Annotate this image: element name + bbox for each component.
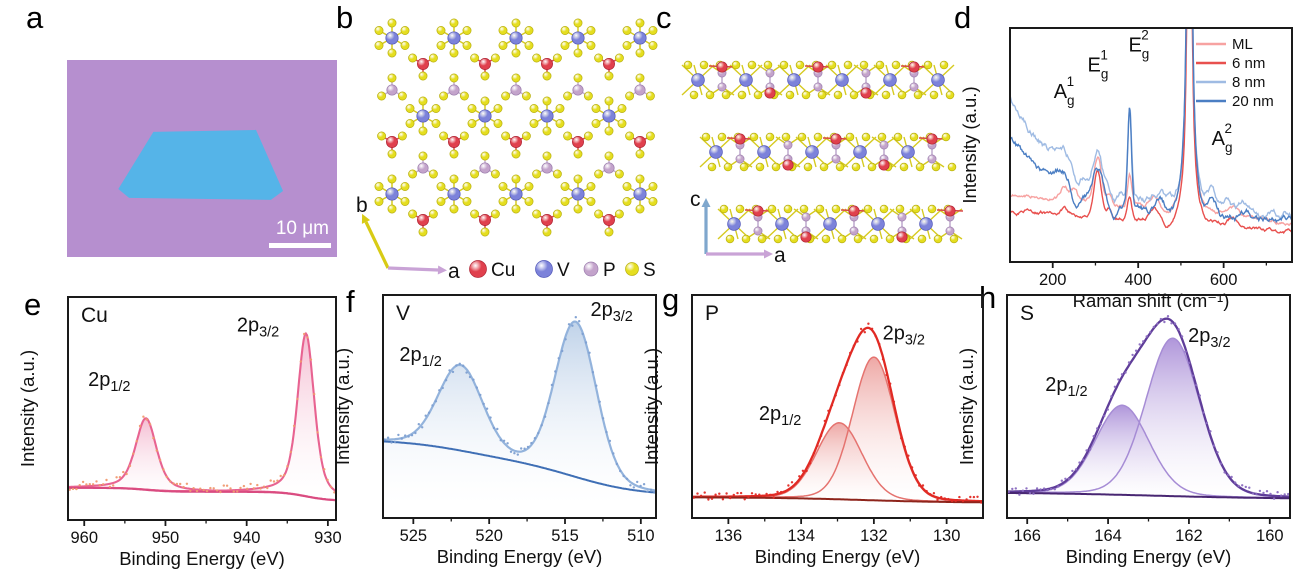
peak-fills [692,357,983,503]
panel-label-a: a [26,0,44,35]
panel-label-f: f [346,284,355,319]
envelope-curve [383,320,657,492]
panel-label-b: b [336,0,354,35]
legend-label: 8 nm [1232,74,1265,91]
legend-label: 20 nm [1232,93,1274,110]
atoms [374,18,658,237]
xps-v-chart: 525 520 515 510 Binding Energy (eV) Intensity… [332,294,657,567]
x-tick-label: 515 [551,527,579,545]
element-label: P [705,302,719,325]
raman-series-8nm [1010,28,1292,221]
x-tick-label: 132 [860,527,888,545]
raw-data-dots [383,316,656,494]
x-tick-label: 525 [400,527,428,545]
scale-bar [269,243,331,248]
crystal-structure-top-view: b a Cu V P S [356,18,658,283]
peak-fills [1007,338,1290,499]
background-curve [68,486,336,502]
atoms [701,132,957,172]
legend-label: ML [1232,36,1253,53]
peak-label: 2p3/2 [883,323,925,349]
mode-label: Eg2 [1128,27,1149,61]
atom-legend-label-S: S [643,260,656,281]
x-tick-label: 940 [233,529,261,547]
atoms [683,60,955,100]
peak-label: 2p3/2 [237,315,279,341]
x-axis-label: Binding Energy (eV) [119,548,285,569]
y-axis-label: Intensity (a.u.) [956,348,977,465]
raman-curves [1010,28,1292,235]
peak-label: 2p1/2 [1045,374,1087,400]
x-tick-label: 400 [1124,271,1152,289]
optical-micrograph: 10 μm [67,60,337,257]
crystal-structure-side-view: ca [681,60,964,267]
peak-fills [383,321,656,505]
x-tick-label: 200 [1039,271,1067,289]
envelope-curve [1006,317,1290,498]
raman-series-ML [1010,28,1292,227]
x-tick-label: 960 [70,529,98,547]
xps-s-chart: 166 164 162 160 Binding Energy (eV) Intensity… [956,294,1291,567]
background-curve [692,496,983,504]
peak-label: 2p3/2 [590,299,632,325]
x-tick-label: 136 [715,527,743,545]
scale-bar-label: 10 μm [275,218,329,239]
atom-legend-label-Cu: Cu [491,260,515,281]
envelope-curve [692,326,984,503]
atom-legend-label-V: V [557,260,570,281]
raw-data-dots [68,332,336,494]
y-axis-label: Intensity (a.u.) [641,348,662,465]
atom-legend-label-P: P [603,260,616,281]
c-axis-label: c [690,188,701,211]
y-axis-label: Intensity (a.u.) [17,350,38,467]
legend-label: 6 nm [1232,55,1265,72]
peak-label: 2p1/2 [399,344,441,370]
mode-label: Ag2 [1212,121,1233,155]
background-curve [1007,492,1291,500]
x-tick-label: 510 [627,527,655,545]
a-axis-label: a [774,244,786,267]
panel-label-e: e [24,287,42,322]
xps-cu-chart: 960 950 940 930 Binding Energy (eV) Intensity… [17,296,342,569]
peak-label: 2p1/2 [88,369,130,395]
mode-label: Ag1 [1054,74,1075,108]
x-tick-label: 160 [1256,527,1284,545]
y-axis-label: Intensity (a.u.) [332,348,353,465]
x-tick-label: 950 [152,529,180,547]
panel-label-g: g [662,282,680,317]
element-label: V [396,302,410,325]
panel-label-d: d [954,0,972,35]
a-axis-label: a [448,260,460,283]
raman-series-20nm [1010,28,1292,224]
x-tick-label: 162 [1175,527,1203,545]
atoms [719,204,959,244]
raw-data-dots [692,322,983,504]
xps-p-chart: 136 134 132 130 Binding Energy (eV) Intensity… [641,294,984,567]
mode-label: Eg1 [1088,47,1109,81]
x-axis-label: Binding Energy (eV) [437,546,603,567]
peak-label: 2p1/2 [759,403,801,429]
x-tick-label: 130 [933,527,961,545]
x-axis-label: Binding Energy (eV) [755,546,921,567]
x-tick-label: 164 [1094,527,1122,545]
y-axis-label: Intensity (a.u.) [959,86,980,203]
x-tick-label: 166 [1013,527,1041,545]
peak-label: 2p3/2 [1188,325,1230,351]
x-axis-label: Binding Energy (eV) [1066,546,1232,567]
raw-data-dots [1007,315,1290,500]
x-tick-label: 930 [314,529,342,547]
x-tick-label: 600 [1210,271,1238,289]
x-tick-label: 134 [787,527,815,545]
x-tick-label: 520 [475,527,503,545]
panel-label-c: c [656,0,672,35]
element-label: S [1020,302,1034,325]
background-curve [382,440,657,494]
element-label: Cu [81,304,108,327]
b-axis-label: b [356,194,368,217]
